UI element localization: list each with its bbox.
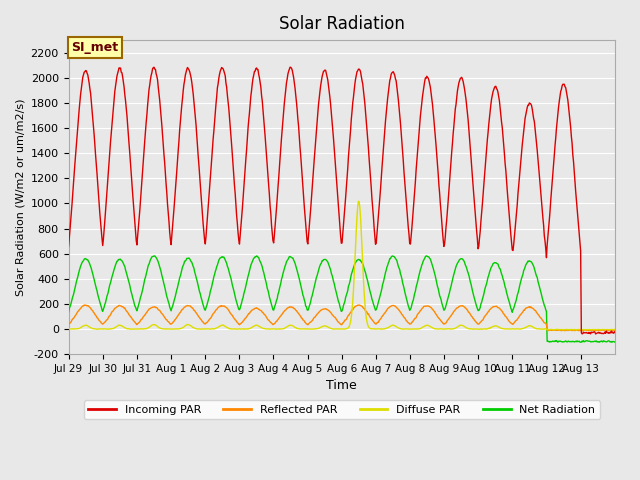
Legend: Incoming PAR, Reflected PAR, Diffuse PAR, Net Radiation: Incoming PAR, Reflected PAR, Diffuse PAR… <box>83 400 600 420</box>
Title: Solar Radiation: Solar Radiation <box>279 15 404 33</box>
Text: SI_met: SI_met <box>71 41 118 54</box>
Y-axis label: Solar Radiation (W/m2 or um/m2/s): Solar Radiation (W/m2 or um/m2/s) <box>15 98 25 296</box>
X-axis label: Time: Time <box>326 379 357 392</box>
